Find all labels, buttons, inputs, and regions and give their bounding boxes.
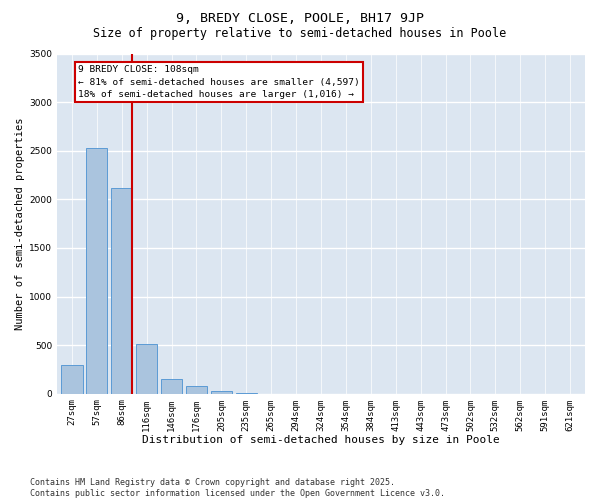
Text: 9 BREDY CLOSE: 108sqm
← 81% of semi-detached houses are smaller (4,597)
18% of s: 9 BREDY CLOSE: 108sqm ← 81% of semi-deta… <box>78 65 360 99</box>
Text: 9, BREDY CLOSE, POOLE, BH17 9JP: 9, BREDY CLOSE, POOLE, BH17 9JP <box>176 12 424 26</box>
Bar <box>211 392 232 394</box>
Text: Contains HM Land Registry data © Crown copyright and database right 2025.
Contai: Contains HM Land Registry data © Crown c… <box>30 478 445 498</box>
Bar <box>161 378 182 394</box>
X-axis label: Distribution of semi-detached houses by size in Poole: Distribution of semi-detached houses by … <box>142 435 500 445</box>
Bar <box>61 364 83 394</box>
Y-axis label: Number of semi-detached properties: Number of semi-detached properties <box>15 118 25 330</box>
Bar <box>186 386 207 394</box>
Text: Size of property relative to semi-detached houses in Poole: Size of property relative to semi-detach… <box>94 28 506 40</box>
Bar <box>86 148 107 394</box>
Bar <box>111 188 133 394</box>
Bar <box>136 344 157 394</box>
